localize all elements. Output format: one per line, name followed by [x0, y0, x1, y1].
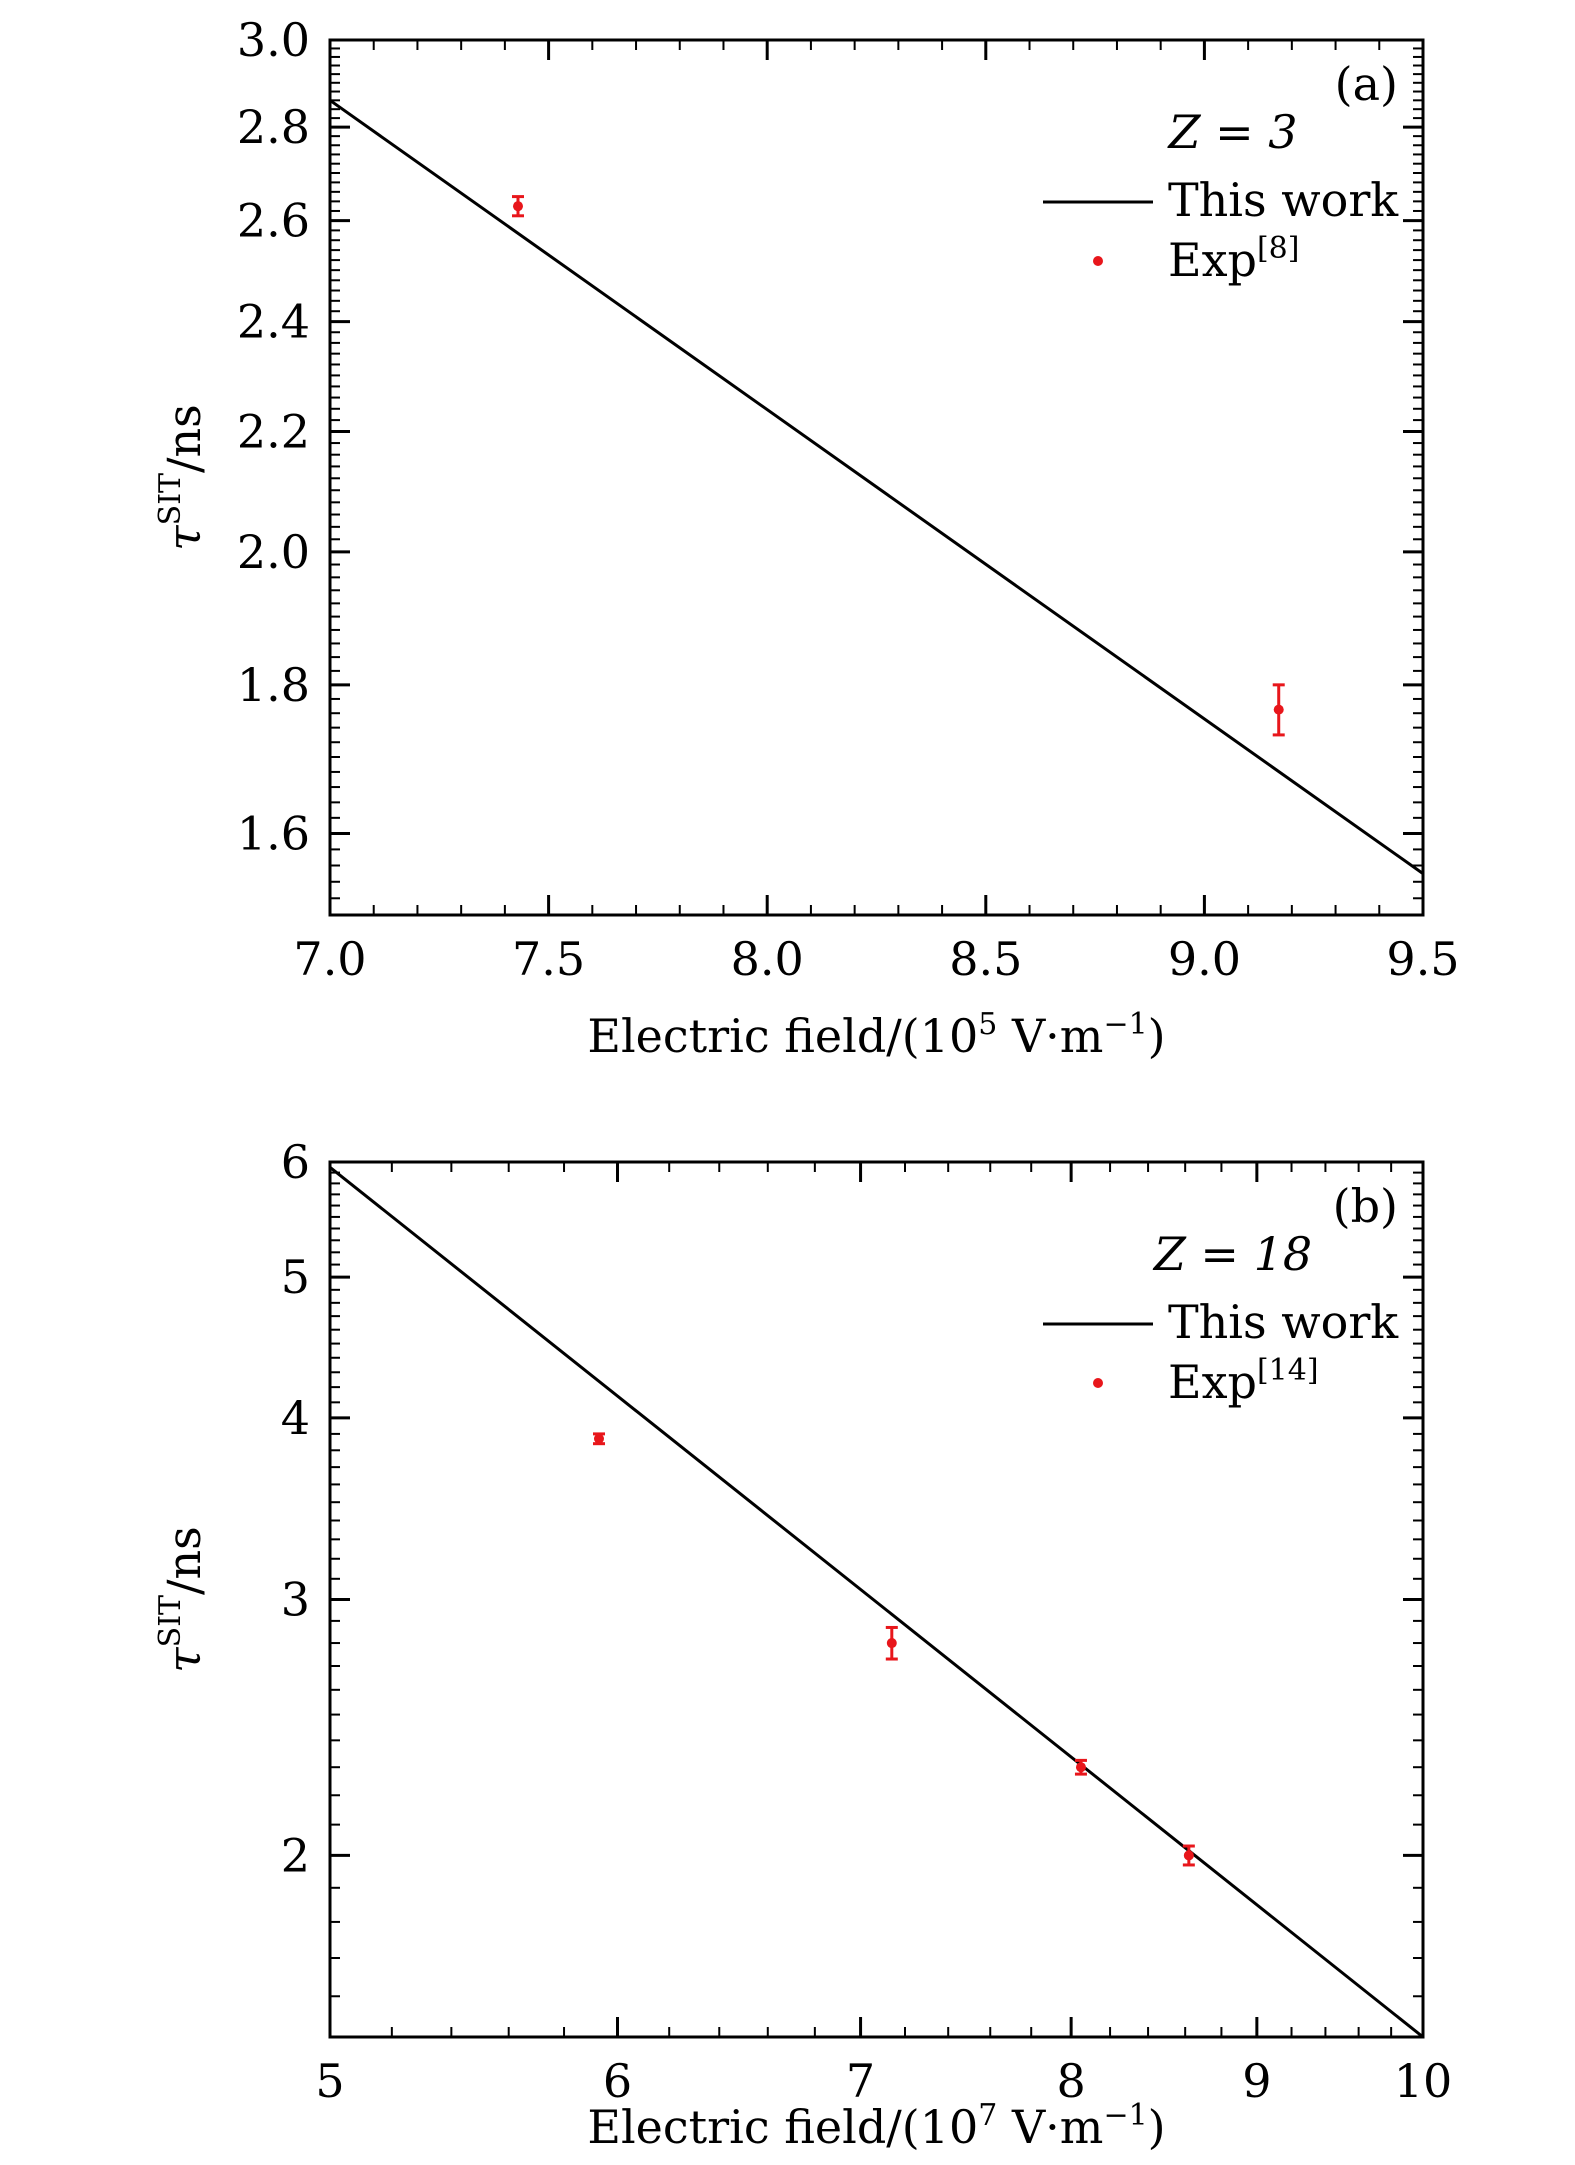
x-tick-label: 7.0	[293, 932, 366, 986]
legend-point-swatch	[1093, 256, 1103, 266]
error-bar-point	[1272, 683, 1285, 737]
y-tick-label: 5	[281, 1250, 310, 1304]
x-tick-label: 6	[603, 2054, 632, 2108]
error-bar-point	[885, 1625, 898, 1661]
panel-label: (b)	[1333, 1179, 1398, 1233]
x-tick-label: 9.5	[1386, 932, 1459, 986]
panel-a: 7.0 7.5 8.0 8.5 9.0 9.5 1.6 1.8 2.0 2.2 2.4 2.6 2.8 3…	[153, 13, 1460, 1063]
x-axis-label: Electric field/(105 V·m−1)	[587, 1007, 1165, 1063]
y-tick-label: 2.6	[237, 194, 310, 248]
y-tick-label: 1.8	[237, 658, 310, 712]
y-tick-label: 3	[281, 1573, 310, 1627]
x-tick-label: 8	[1056, 2054, 1085, 2108]
y-tick-label: 2.4	[237, 295, 310, 349]
y-tick-label: 4	[281, 1391, 310, 1445]
x-tick-label: 9	[1242, 2054, 1271, 2108]
data-point	[1273, 704, 1284, 715]
data-point	[1075, 1762, 1086, 1773]
panel-label: (a)	[1335, 57, 1398, 111]
x-tick-label: 9.0	[1168, 932, 1241, 986]
data-point	[593, 1433, 604, 1444]
legend-label-exp: Exp[14]	[1168, 1353, 1319, 1409]
plot-frame	[328, 38, 1425, 917]
series-line-this-work	[330, 1166, 1423, 2037]
y-tick-label: 2.8	[237, 100, 310, 154]
data-point	[1183, 1850, 1194, 1861]
x-tick-label: 8.0	[731, 932, 804, 986]
y-tick-label: 2	[281, 1828, 310, 1882]
legend-title: Z = 18	[1152, 1227, 1312, 1281]
x-tick-label: 7.5	[512, 932, 585, 986]
y-tick-label: 2.0	[237, 525, 310, 579]
y-tick-label: 3.0	[237, 13, 310, 67]
legend-title: Z = 3	[1166, 105, 1297, 159]
data-point	[512, 201, 523, 212]
data-point	[886, 1638, 897, 1649]
x-tick-label: 5	[315, 2054, 344, 2108]
y-axis-label: τSIT/ns	[153, 404, 211, 551]
error-bar-point	[511, 195, 524, 218]
error-bar-point	[1182, 1844, 1195, 1867]
x-tick-label: 8.5	[949, 932, 1022, 986]
y-tick-label: 2.2	[237, 405, 310, 459]
y-tick-label: 6	[281, 1135, 310, 1189]
error-bar-point	[592, 1432, 605, 1446]
y-tick-label: 1.6	[237, 807, 310, 861]
legend-label-this-work: This work	[1168, 1295, 1399, 1349]
series-line-this-work	[330, 99, 1423, 875]
error-bar-point	[1074, 1758, 1087, 1776]
legend-point-swatch	[1093, 1378, 1103, 1388]
legend-label-this-work: This work	[1168, 173, 1399, 227]
x-tick-label: 7	[846, 2054, 875, 2108]
x-tick-label: 10	[1394, 2054, 1453, 2108]
y-axis-label: τSIT/ns	[153, 1526, 211, 1673]
x-axis-label: Electric field/(107 V·m−1)	[587, 2098, 1165, 2154]
legend-label-exp: Exp[8]	[1168, 231, 1299, 287]
